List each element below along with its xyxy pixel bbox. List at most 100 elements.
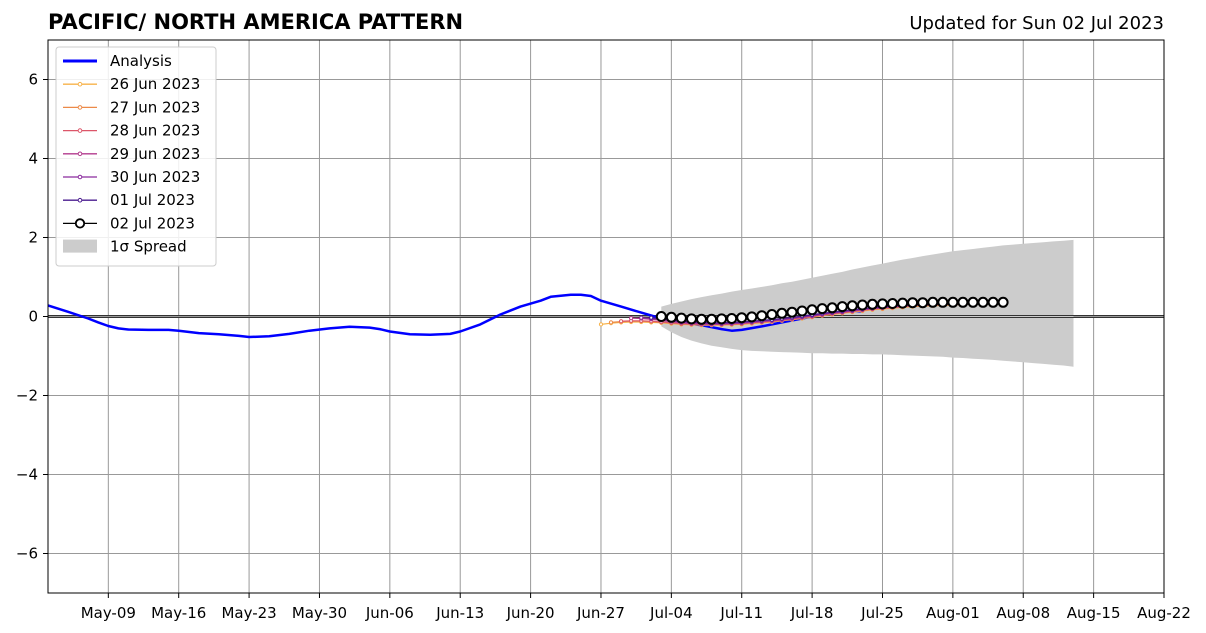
forecast-point: [608, 320, 614, 325]
legend-marker: [77, 81, 83, 87]
forecast-point: [706, 313, 718, 325]
legend-marker: [77, 128, 83, 133]
forecast-point: [856, 299, 868, 311]
legend-marker: [77, 197, 83, 203]
y-tick-label: −6: [16, 545, 38, 563]
legend-label: 26 Jun 2023: [110, 75, 200, 93]
forecast-point: [826, 302, 838, 314]
forecast-point: [877, 298, 888, 310]
x-tick-label: Aug-15: [1067, 604, 1121, 622]
forecast-point: [766, 309, 778, 320]
legend-entry: 29 Jun 2023: [63, 145, 200, 163]
legend-label: 30 Jun 2023: [110, 168, 200, 186]
y-tick-label: 0: [28, 308, 38, 326]
legend-marker: [77, 151, 83, 157]
forecast-point: [786, 306, 798, 318]
legend-entry: 1σ Spread: [63, 238, 187, 256]
forecast-point: [716, 313, 728, 325]
forecast-point: [917, 297, 929, 309]
forecast-point: [736, 312, 748, 324]
chart-title: PACIFIC/ NORTH AMERICA PATTERN: [48, 10, 463, 34]
forecast-point: [987, 296, 999, 308]
forecast-point: [907, 297, 919, 309]
x-tick-label: Jul-11: [719, 604, 763, 622]
legend-marker: [77, 105, 83, 110]
forecast-point: [598, 322, 604, 327]
legend-marker: [74, 218, 86, 229]
forecast-point: [937, 296, 949, 308]
forecast-point: [897, 297, 909, 309]
plot-frame: [47, 39, 1165, 594]
y-tick-label: 2: [28, 229, 38, 247]
forecast-point: [696, 313, 707, 325]
y-tick-label: −2: [16, 387, 38, 405]
forecast-point: [796, 305, 808, 317]
x-tick-label: Jul-25: [860, 604, 904, 622]
axis-ticks: May-09 May-16 May-23 May-30 Jun-06 Jun-13 Jun-…: [16, 71, 1191, 623]
forecast-point: [649, 315, 654, 320]
forecast-point: [756, 310, 768, 322]
x-tick-label: Aug-22: [1137, 604, 1191, 622]
forecast-series-6: [655, 296, 1009, 325]
y-tick-label: 4: [28, 150, 38, 168]
legend-label: 01 Jul 2023: [110, 191, 195, 209]
forecast-point: [887, 298, 898, 309]
forecast-point: [836, 301, 848, 313]
y-tick-label: −4: [16, 466, 38, 484]
series-lines: [47, 293, 1009, 339]
forecast-point: [686, 313, 697, 325]
forecast-point: [675, 312, 687, 324]
analysis-line: [47, 293, 863, 339]
forecast-point: [726, 313, 738, 324]
legend-entry: 27 Jun 2023: [63, 98, 200, 116]
forecast-point: [639, 315, 644, 320]
y-tick-label: 6: [28, 71, 38, 89]
legend-box: [55, 46, 217, 267]
legend-label: 02 Jul 2023: [110, 214, 195, 232]
legend-marker: [77, 174, 83, 180]
legend-label: 29 Jun 2023: [110, 145, 200, 163]
forecast-point: [806, 304, 818, 316]
legend-swatch: [63, 239, 97, 253]
forecast-point: [746, 311, 758, 323]
forecast-point: [655, 311, 667, 322]
forecast-point: [846, 300, 858, 312]
forecast-point: [665, 311, 677, 323]
x-tick-label: Aug-01: [926, 604, 980, 622]
forecast-point: [967, 296, 979, 308]
forecast-point: [776, 307, 788, 319]
x-tick-label: Jul-04: [649, 604, 693, 622]
legend-entry: 02 Jul 2023: [63, 214, 195, 232]
x-tick-label: Jun-27: [576, 604, 625, 622]
legend-label: 28 Jun 2023: [110, 122, 200, 140]
forecast-point: [629, 316, 634, 321]
forecast-point: [619, 319, 624, 324]
x-tick-label: May-16: [151, 604, 206, 622]
x-tick-label: May-09: [81, 604, 136, 622]
x-tick-label: Jun-06: [365, 604, 414, 622]
forecast-point: [997, 296, 1009, 308]
forecast-point: [866, 298, 878, 310]
legend-label: Analysis: [110, 52, 172, 70]
legend-entry: Analysis: [63, 52, 172, 70]
legend-entry: 30 Jun 2023: [63, 168, 200, 186]
x-tick-label: Jul-18: [790, 604, 834, 622]
legend-entry: 28 Jun 2023: [63, 122, 200, 140]
x-tick-label: Jun-20: [506, 604, 555, 622]
legend-entry: 26 Jun 2023: [63, 75, 200, 93]
forecast-point: [927, 296, 939, 308]
legend: Analysis 26 Jun 2023 27 Jun 2023 28 Jun 202…: [55, 46, 217, 267]
chart-updated-label: Updated for Sun 02 Jul 2023: [909, 13, 1164, 34]
forecast-point: [957, 296, 969, 308]
zero-line: [48, 315, 1164, 318]
forecast-point: [947, 296, 959, 308]
x-tick-label: May-23: [221, 604, 276, 622]
legend-entry: 01 Jul 2023: [63, 191, 195, 209]
legend-label: 27 Jun 2023: [110, 98, 200, 116]
legend-label: 1σ Spread: [110, 238, 187, 256]
x-tick-label: May-30: [292, 604, 347, 622]
forecast-point: [816, 303, 828, 315]
x-tick-label: Jun-13: [435, 604, 484, 622]
x-tick-label: Aug-08: [996, 604, 1050, 622]
